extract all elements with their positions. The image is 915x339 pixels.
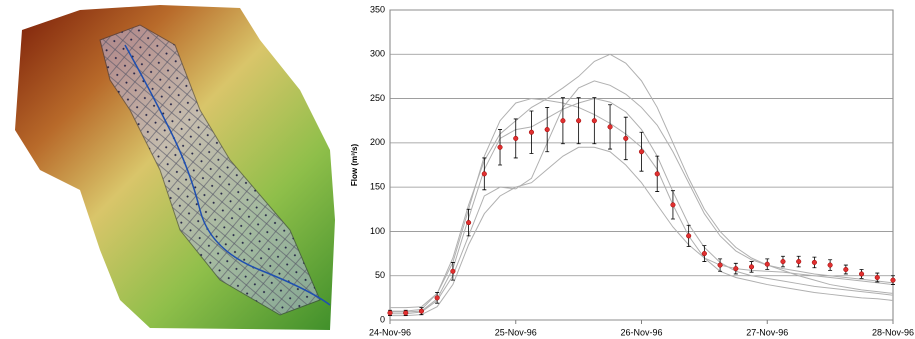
mean-point [435,296,440,301]
mean-point [419,309,424,314]
mean-point [655,172,660,177]
y-tick-label: 250 [370,93,385,103]
mean-point [671,203,676,208]
mean-point [844,267,849,272]
mean-point [859,272,864,277]
x-tick-label: 26-Nov-96 [620,327,662,337]
mean-point [576,118,581,123]
mean-point [498,145,503,150]
mean-point [592,118,597,123]
y-tick-label: 350 [370,4,385,14]
y-tick-label: 50 [375,270,385,280]
mean-point [388,311,393,316]
mean-point [545,127,550,132]
x-tick-label: 25-Nov-96 [495,327,537,337]
mean-point [608,125,613,130]
mean-point [734,266,739,271]
mean-point [718,263,723,268]
mean-point [828,263,833,268]
mean-point [891,278,896,283]
y-axis-label: Flow (m³/s) [350,144,359,187]
mean-point [639,149,644,154]
mean-point [749,265,754,270]
y-tick-label: 100 [370,226,385,236]
x-tick-label: 28-Nov-96 [872,327,914,337]
mean-point [875,275,880,280]
terrain-map [15,5,335,330]
y-tick-label: 0 [380,314,385,324]
figure: Flow (m³/s) 0 50 100 150 200 250 300 350 24-Nov-… [0,0,915,339]
mean-point [796,259,801,264]
mean-point [513,136,518,141]
mean-point [623,136,628,141]
mean-point [466,220,471,225]
mean-point [765,262,770,267]
mean-point [781,259,786,264]
y-tick-label: 300 [370,49,385,59]
x-tick-label: 27-Nov-96 [746,327,788,337]
mean-point [686,234,691,239]
mean-point [482,172,487,177]
mean-point [812,260,817,265]
mean-point [702,251,707,256]
mean-point [403,311,408,316]
mean-point [529,130,534,135]
mean-point [561,118,566,123]
y-tick-label: 150 [370,182,385,192]
y-tick-label: 200 [370,137,385,147]
x-tick-label: 24-Nov-96 [369,327,411,337]
mean-point [451,269,456,274]
